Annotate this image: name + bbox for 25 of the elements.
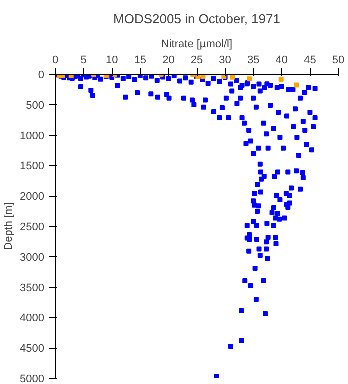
y-tick-label: 0 <box>38 70 45 82</box>
x-tick-label: 35 <box>247 54 260 66</box>
x-tick-label: 20 <box>162 54 175 66</box>
x-tick-label: 40 <box>276 54 288 66</box>
y-tick-label: 1000 <box>20 130 45 142</box>
y-tick-label: 3000 <box>20 252 45 264</box>
y-tick-label: 5000 <box>20 374 45 384</box>
x-tick-label: 15 <box>134 54 147 66</box>
y-tick-label: 2500 <box>20 222 45 234</box>
x-axis-title: Nitrate [µmol/l] <box>161 38 233 50</box>
y-tick-label: 1500 <box>20 160 45 173</box>
x-tick-label: 10 <box>106 54 118 66</box>
y-tick-label: 500 <box>26 100 45 112</box>
x-tick-label: 25 <box>190 54 204 66</box>
x-tick-label: 0 <box>52 54 59 66</box>
x-tick-label: 50 <box>332 54 345 66</box>
x-tick-label: 45 <box>304 54 316 66</box>
x-tick-label: 5 <box>80 54 87 66</box>
y-axis-title: Depth [m] <box>3 202 16 250</box>
y-tick-label: 4500 <box>20 343 45 356</box>
y-tick-label: 2000 <box>20 191 45 204</box>
x-tick-label: 30 <box>219 54 232 66</box>
y-tick-label: 3500 <box>20 282 45 294</box>
y-tick-label: 4000 <box>20 312 45 325</box>
chart-title: MODS2005 in October, 1971 <box>114 12 280 26</box>
